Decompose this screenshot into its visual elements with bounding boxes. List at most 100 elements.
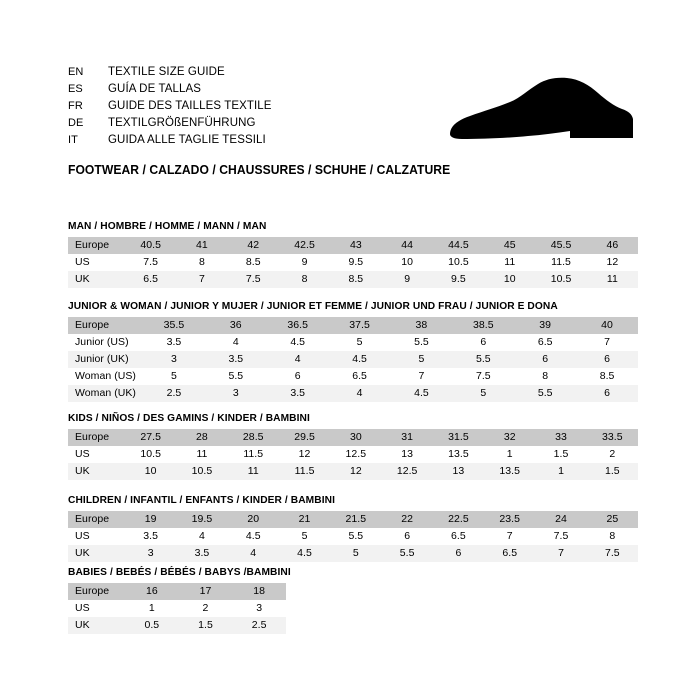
size-cell: 4.5 — [328, 351, 391, 368]
size-cell: 1.5 — [586, 463, 638, 480]
size-row-label: UK — [68, 617, 125, 634]
size-table-row: US 1 2 3 — [68, 600, 286, 617]
size-cell: 11 — [586, 271, 638, 288]
size-table-row: US 7.5 8 8.5 9 9.5 10 10.5 11 11.5 12 — [68, 254, 638, 271]
size-cell: 8.5 — [576, 368, 638, 385]
size-cell: 10.5 — [176, 463, 228, 480]
size-table-row: UK 6.5 7 7.5 8 8.5 9 9.5 10 10.5 11 — [68, 271, 638, 288]
language-code: FR — [68, 100, 83, 112]
size-cell: 42 — [227, 237, 279, 254]
size-table: Europe 27.5 28 28.5 29.5 30 31 31.5 32 33 33.5 US 10… — [68, 429, 638, 480]
size-cell: 10.5 — [432, 254, 485, 271]
size-cell: 22.5 — [432, 511, 485, 528]
size-cell: 12.5 — [330, 446, 382, 463]
size-cell: 1 — [484, 446, 536, 463]
size-cell: 5 — [278, 528, 331, 545]
size-cell: 16 — [125, 583, 179, 600]
size-cell: 7 — [576, 334, 638, 351]
size-cell: 5.5 — [390, 334, 453, 351]
size-row-label: Woman (UK) — [68, 385, 143, 402]
size-table-row: Woman (US) 5 5.5 6 6.5 7 7.5 8 8.5 — [68, 368, 638, 385]
size-cell: 31.5 — [432, 429, 485, 446]
size-table-row: Europe 16 17 18 — [68, 583, 286, 600]
size-cell: 1 — [535, 463, 587, 480]
size-cell: 6 — [576, 385, 638, 402]
size-cell: 5 — [330, 545, 382, 562]
size-section: CHILDREN / INFANTIL / ENFANTS / KINDER /… — [68, 494, 638, 562]
size-cell: 45.5 — [535, 237, 587, 254]
size-cell: 3.5 — [266, 385, 329, 402]
size-cell: 13 — [432, 463, 485, 480]
size-cell: 11.5 — [535, 254, 587, 271]
size-cell: 12.5 — [381, 463, 433, 480]
size-row-label: Europe — [68, 317, 143, 334]
size-cell: 2 — [178, 600, 233, 617]
size-cell: 7.5 — [586, 545, 638, 562]
size-table-row: Europe 35.5 36 36.5 37.5 38 38.5 39 40 — [68, 317, 638, 334]
size-cell: 8 — [586, 528, 638, 545]
size-cell: 30 — [330, 429, 382, 446]
size-cell: 44.5 — [432, 237, 485, 254]
size-cell: 7 — [484, 528, 536, 545]
size-cell: 40.5 — [125, 237, 177, 254]
size-row-label: UK — [68, 271, 125, 288]
size-cell: 28 — [176, 429, 228, 446]
size-cell: 38 — [390, 317, 453, 334]
size-cell: 4.5 — [227, 528, 279, 545]
size-cell: 4.5 — [278, 545, 331, 562]
size-row-label: US — [68, 528, 125, 545]
size-cell: 4 — [328, 385, 391, 402]
size-cell: 13.5 — [432, 446, 485, 463]
footwear-category-title: FOOTWEAR / CALZADO / CHAUSSURES / SCHUHE… — [68, 163, 451, 177]
size-cell: 27.5 — [125, 429, 177, 446]
size-cell: 25 — [586, 511, 638, 528]
size-cell: 22 — [381, 511, 433, 528]
size-cell: 18 — [232, 583, 286, 600]
size-cell: 12 — [330, 463, 382, 480]
language-title: GUÍA DE TALLAS — [108, 83, 202, 95]
size-cell: 46 — [586, 237, 638, 254]
size-cell: 1 — [125, 600, 179, 617]
size-cell: 7 — [390, 368, 453, 385]
language-code: ES — [68, 83, 83, 95]
size-section: JUNIOR & WOMAN / JUNIOR Y MUJER / JUNIOR… — [68, 300, 638, 402]
size-cell: 7.5 — [227, 271, 279, 288]
size-cell: 44 — [381, 237, 433, 254]
language-title: GUIDA ALLE TAGLIE TESSILI — [108, 134, 266, 146]
size-cell: 3 — [143, 351, 205, 368]
size-cell: 4.5 — [266, 334, 329, 351]
size-section: KIDS / NIÑOS / DES GAMINS / KINDER / BAM… — [68, 412, 638, 480]
size-cell: 7 — [176, 271, 228, 288]
size-cell: 23.5 — [484, 511, 536, 528]
language-title: TEXTILE SIZE GUIDE — [108, 66, 225, 78]
size-cell: 11 — [176, 446, 228, 463]
size-cell: 21.5 — [330, 511, 382, 528]
size-cell: 8.5 — [330, 271, 382, 288]
size-cell: 31 — [381, 429, 433, 446]
size-cell: 7.5 — [452, 368, 515, 385]
size-cell: 6 — [432, 545, 485, 562]
size-cell: 5.5 — [381, 545, 433, 562]
size-cell: 11.5 — [227, 446, 279, 463]
size-cell: 6 — [576, 351, 638, 368]
size-cell: 9 — [381, 271, 433, 288]
size-cell: 6 — [452, 334, 515, 351]
language-code: DE — [68, 117, 84, 129]
language-header-block: EN TEXTILE SIZE GUIDE ES GUÍA DE TALLAS FR GU… — [68, 64, 428, 149]
dress-shoe-silhouette-icon — [446, 76, 636, 154]
size-cell: 2.5 — [143, 385, 205, 402]
size-cell: 24 — [535, 511, 587, 528]
size-row-label: UK — [68, 545, 125, 562]
size-cell: 2.5 — [232, 617, 286, 634]
size-cell: 4 — [204, 334, 267, 351]
size-cell: 8.5 — [227, 254, 279, 271]
language-row: IT GUIDA ALLE TAGLIE TESSILI — [68, 132, 428, 149]
size-cell: 10.5 — [125, 446, 177, 463]
size-cell: 35.5 — [143, 317, 205, 334]
size-cell: 1.5 — [178, 617, 233, 634]
size-cell: 4 — [176, 528, 228, 545]
language-row: FR GUIDE DES TAILLES TEXTILE — [68, 98, 428, 115]
size-cell: 3.5 — [125, 528, 177, 545]
size-cell: 4 — [266, 351, 329, 368]
size-cell: 2 — [586, 446, 638, 463]
